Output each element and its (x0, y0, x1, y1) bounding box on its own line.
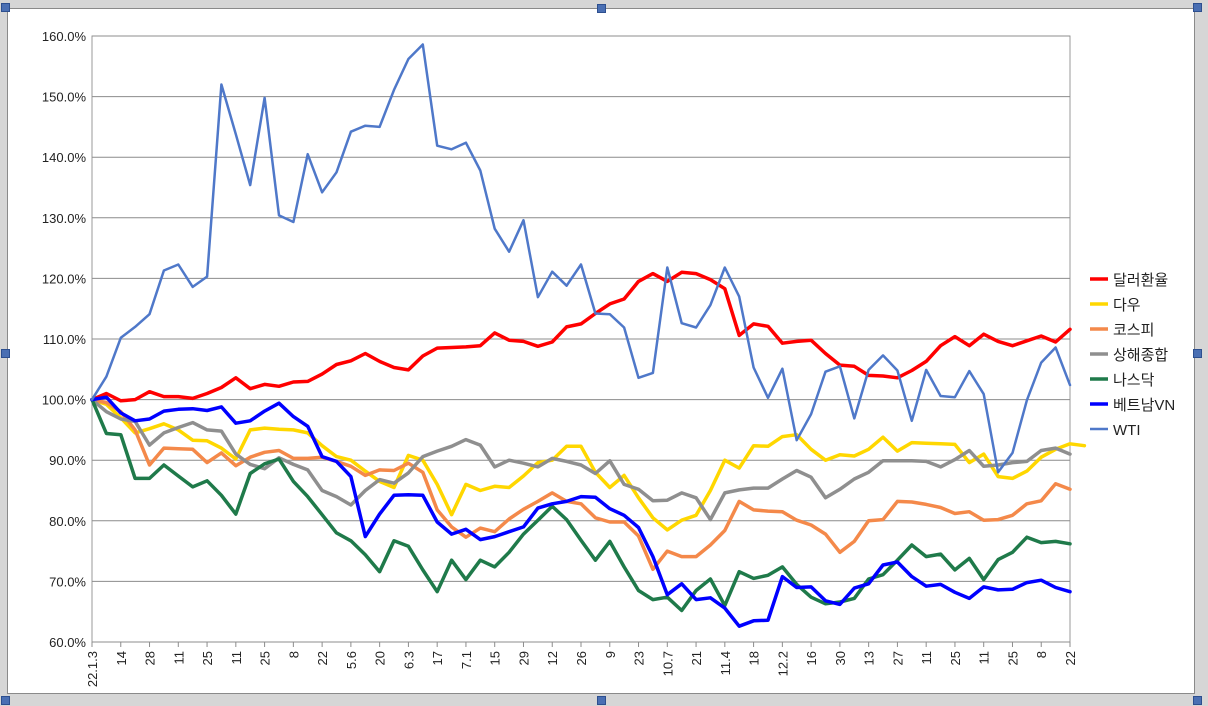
x-tick-label: 17 (430, 651, 445, 665)
x-tick-label: 11.4 (718, 651, 733, 675)
x-tick-label: 12 (545, 651, 560, 665)
x-tick-label: 22.1.3 (85, 651, 100, 687)
y-tick-label: 100.0% (42, 393, 87, 408)
x-tick-label: 22 (315, 651, 330, 665)
legend-label: 베트남VN (1113, 397, 1175, 414)
series-line-WTI[interactable] (90, 43, 1072, 474)
legend-label: 달러환율 (1113, 272, 1168, 289)
resize-handle-top-right[interactable] (1193, 3, 1202, 12)
x-tick-label: 9 (603, 651, 618, 658)
x-tick-label: 22 (1063, 651, 1078, 665)
y-tick-label: 130.0% (42, 211, 87, 226)
y-tick-label: 150.0% (42, 90, 87, 105)
x-tick-label: 8 (286, 651, 301, 658)
series-line-달러환율[interactable] (90, 270, 1072, 403)
x-tick-label: 20 (373, 651, 388, 665)
line-chart: 60.0% 70.0% 80.0% 90.0% 100.0% 110.0% 120.0% 13… (42, 29, 1175, 687)
x-tick-label: 29 (516, 651, 531, 665)
y-tick-label: 160.0% (42, 29, 87, 44)
resize-handle-bottom-right[interactable] (1193, 696, 1202, 705)
x-tick-label: 15 (488, 651, 503, 665)
legend-label: WTI (1113, 422, 1141, 439)
y-tick-label: 60.0% (49, 635, 86, 650)
series-line-코스피[interactable] (90, 397, 1072, 572)
series-line-다우[interactable] (90, 397, 1087, 532)
y-tick-label: 110.0% (43, 332, 87, 347)
x-tick-label: 27 (890, 651, 905, 665)
series-line-상해종합[interactable] (90, 397, 1072, 522)
x-tick-label: 10.7 (660, 651, 675, 676)
legend-label: 다우 (1113, 297, 1141, 314)
y-tick-label: 120.0% (42, 271, 87, 286)
legend-label: 상해종합 (1113, 347, 1168, 364)
x-tick-label: 12.2 (775, 651, 790, 676)
y-tick-label: 80.0% (49, 514, 86, 529)
x-tick-label: 23 (632, 651, 647, 665)
y-tick-label: 140.0% (42, 150, 87, 165)
resize-handle-middle-right[interactable] (1193, 349, 1202, 358)
x-tick-label: 16 (804, 651, 819, 665)
x-tick-label: 7.1 (459, 651, 474, 669)
x-tick-label: 11 (171, 651, 186, 665)
resize-handle-bottom-left[interactable] (1, 696, 10, 705)
legend-label: 코스피 (1113, 322, 1154, 339)
legend-label: 나스닥 (1113, 372, 1155, 389)
x-tick-label: 6.3 (401, 651, 416, 669)
y-tick-label: 90.0% (49, 453, 86, 468)
x-tick-label: 25 (1005, 651, 1020, 665)
x-tick-label: 18 (747, 651, 762, 665)
x-tick-label: 25 (200, 651, 215, 665)
x-tick-label: 11 (977, 651, 992, 665)
resize-handle-top-center[interactable] (597, 4, 606, 13)
resize-handle-top-left[interactable] (1, 3, 10, 12)
x-tick-label: 8 (1034, 651, 1049, 658)
x-tick-label: 28 (143, 651, 158, 665)
series-line-나스닥[interactable] (90, 397, 1072, 613)
x-tick-label: 13 (862, 651, 877, 665)
x-tick-label: 11 (229, 651, 244, 665)
chart-area[interactable]: 60.0% 70.0% 80.0% 90.0% 100.0% 110.0% 120.0% 13… (7, 8, 1195, 694)
x-tick-label: 5.6 (344, 651, 359, 669)
y-tick-label: 70.0% (49, 574, 86, 589)
x-tick-label: 11 (919, 651, 934, 665)
x-tick-label: 25 (948, 651, 963, 665)
x-tick-label: 26 (574, 651, 589, 665)
resize-handle-bottom-center[interactable] (597, 696, 606, 705)
x-tick-label: 21 (689, 651, 704, 665)
x-tick-label: 25 (258, 651, 273, 665)
series-line-베트남VN[interactable] (90, 395, 1072, 628)
x-tick-label: 30 (833, 651, 848, 665)
x-tick-label: 14 (114, 651, 129, 665)
resize-handle-middle-left[interactable] (1, 349, 10, 358)
